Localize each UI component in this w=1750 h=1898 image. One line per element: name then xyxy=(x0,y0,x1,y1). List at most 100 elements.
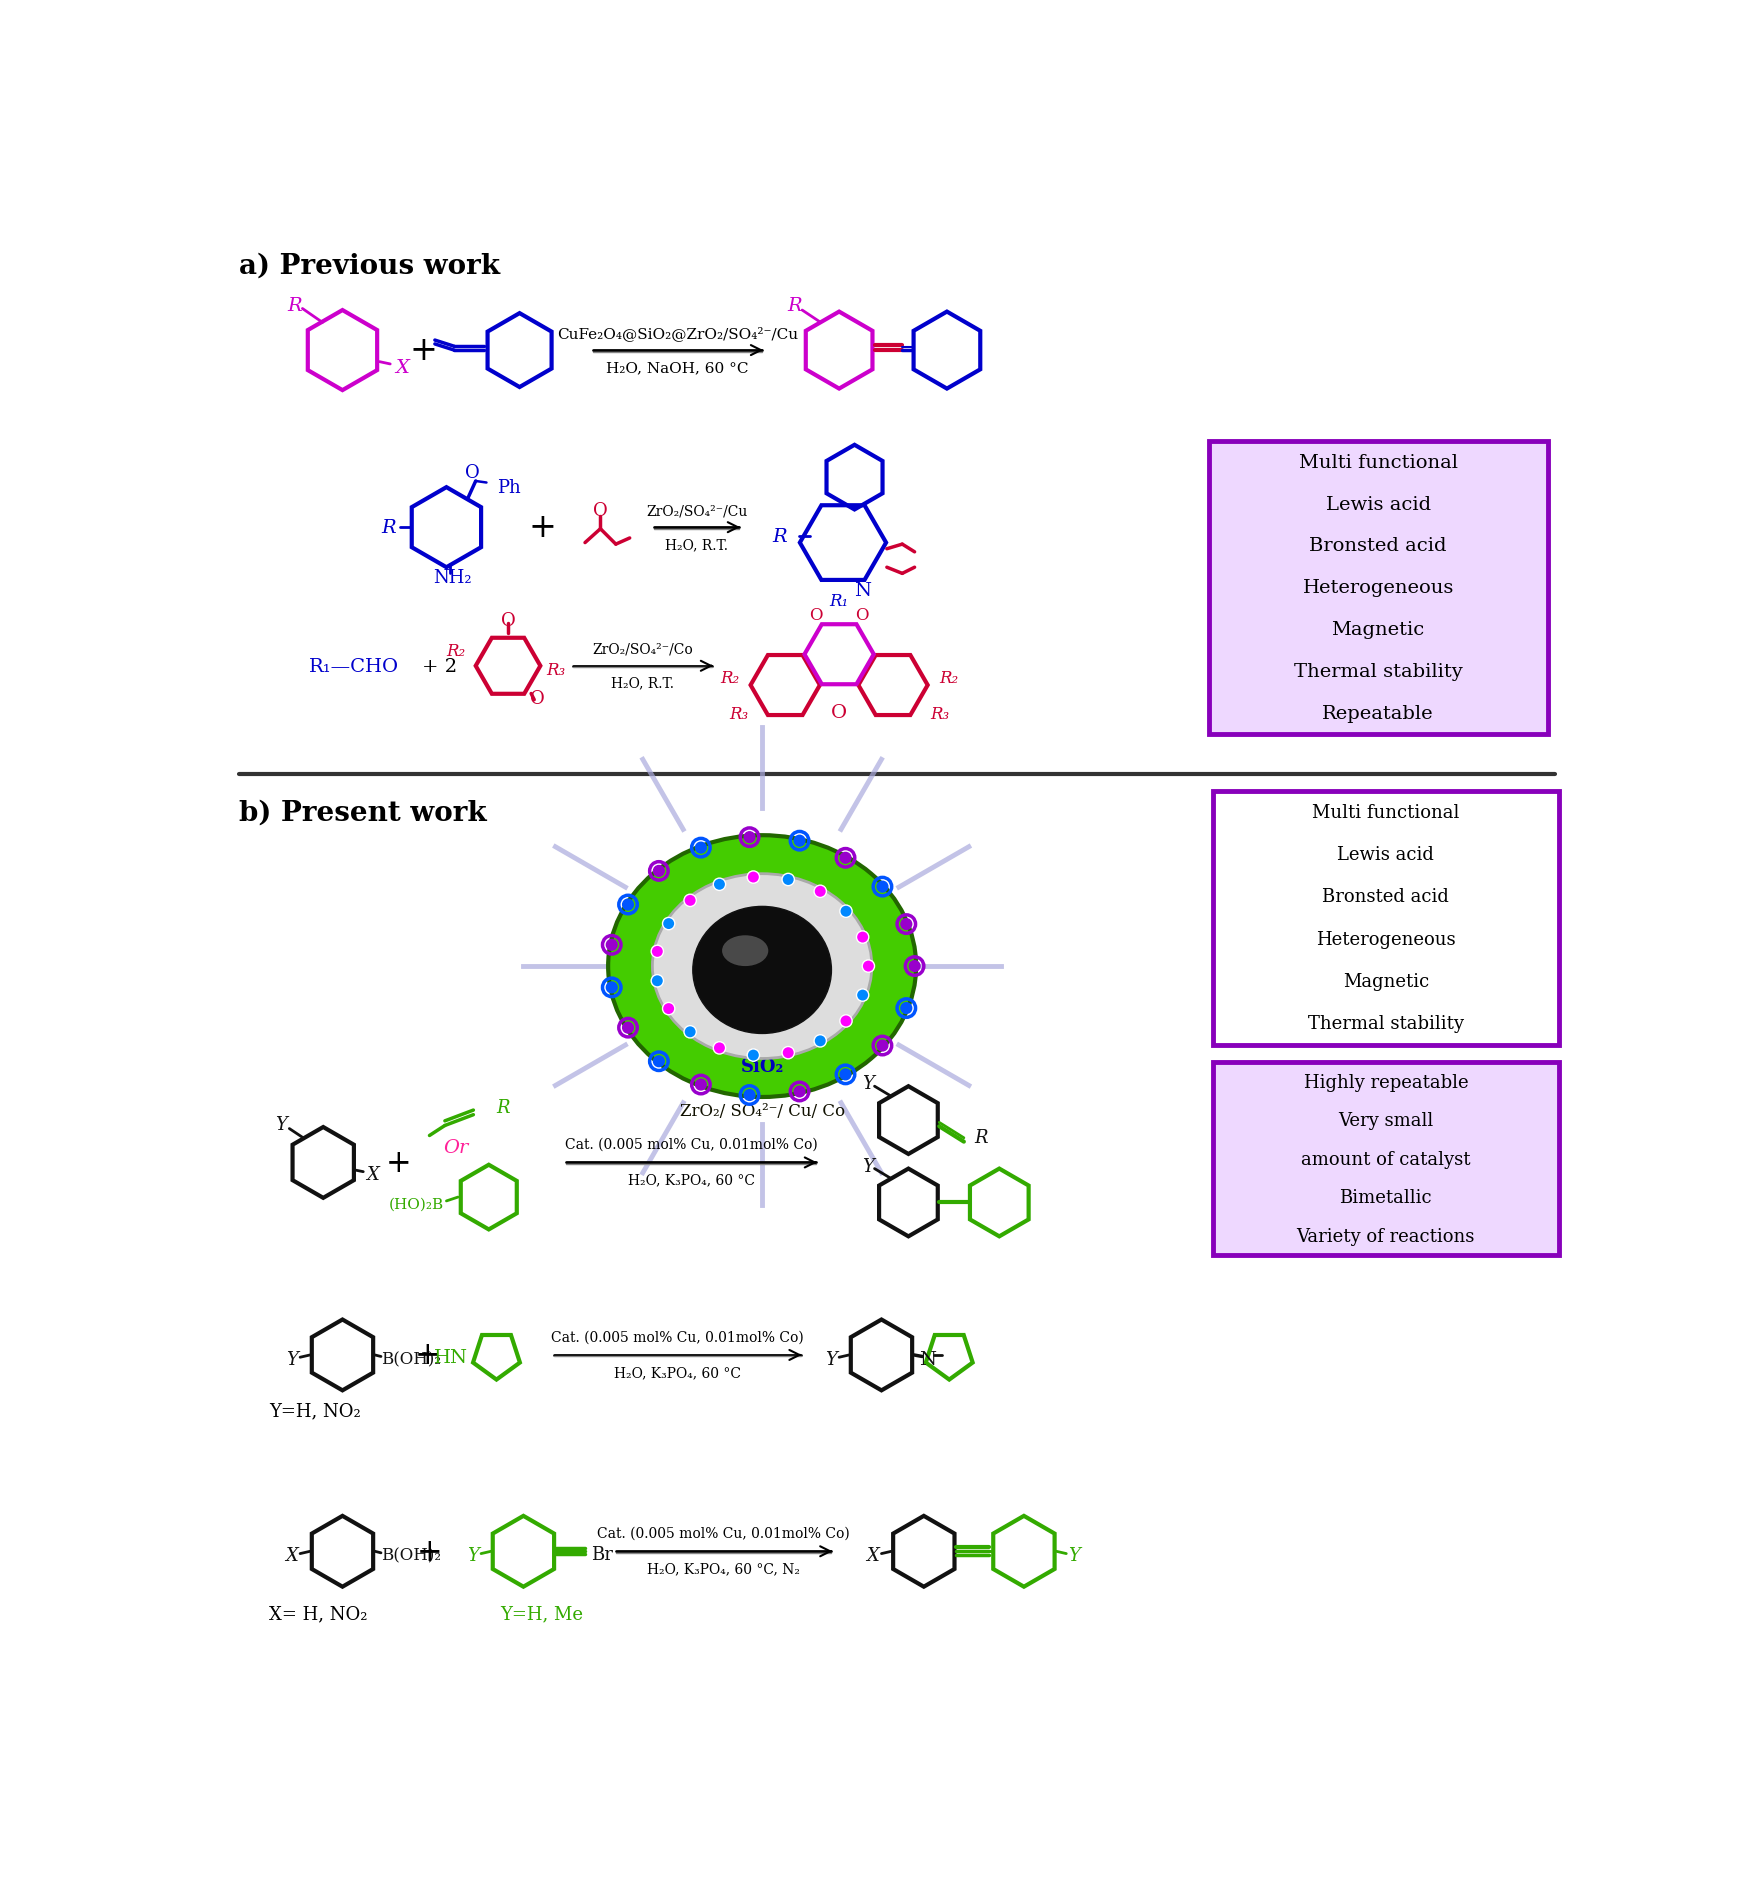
Text: H₂O, K₃PO₄, 60 °C: H₂O, K₃PO₄, 60 °C xyxy=(628,1173,754,1186)
Text: Heterogeneous: Heterogeneous xyxy=(1316,930,1456,949)
Text: Cat. (0.005 mol% Cu, 0.01mol% Co): Cat. (0.005 mol% Cu, 0.01mol% Co) xyxy=(551,1330,803,1344)
Circle shape xyxy=(814,886,826,898)
Circle shape xyxy=(744,1089,754,1101)
FancyBboxPatch shape xyxy=(1213,1063,1559,1255)
Text: SiO₂: SiO₂ xyxy=(740,1057,784,1076)
Text: X: X xyxy=(866,1547,878,1564)
Text: H₂O, NaOH, 60 °C: H₂O, NaOH, 60 °C xyxy=(606,361,749,374)
Circle shape xyxy=(863,960,875,974)
Circle shape xyxy=(714,1042,726,1055)
Circle shape xyxy=(840,1069,850,1080)
Text: H₂O, R.T.: H₂O, R.T. xyxy=(665,537,728,552)
Circle shape xyxy=(910,960,920,972)
Circle shape xyxy=(663,1002,676,1015)
Circle shape xyxy=(856,989,868,1002)
Text: R₁: R₁ xyxy=(830,592,849,609)
Text: B(OH)₂: B(OH)₂ xyxy=(382,1351,441,1368)
Text: Bronsted acid: Bronsted acid xyxy=(1309,537,1447,554)
Circle shape xyxy=(877,883,887,892)
Text: R₂: R₂ xyxy=(940,670,959,687)
Circle shape xyxy=(606,983,618,993)
Text: O: O xyxy=(808,607,822,624)
Text: R₃: R₃ xyxy=(929,706,948,723)
Text: X: X xyxy=(366,1165,380,1182)
Text: +: + xyxy=(528,512,556,545)
Ellipse shape xyxy=(609,835,917,1097)
Text: + 2: + 2 xyxy=(422,657,457,676)
Text: Y: Y xyxy=(1069,1547,1080,1564)
Text: NH₂: NH₂ xyxy=(434,569,473,586)
Text: Magnetic: Magnetic xyxy=(1332,621,1424,640)
Circle shape xyxy=(840,1015,852,1027)
Text: Br: Br xyxy=(592,1545,612,1562)
Text: Y=H, Me: Y=H, Me xyxy=(500,1604,583,1623)
FancyBboxPatch shape xyxy=(1213,791,1559,1046)
Text: ZrO₂/SO₄²⁻/Cu: ZrO₂/SO₄²⁻/Cu xyxy=(646,505,747,518)
Text: Variety of reactions: Variety of reactions xyxy=(1297,1226,1475,1245)
Circle shape xyxy=(714,879,726,890)
Text: HN: HN xyxy=(434,1349,467,1367)
Text: X: X xyxy=(396,359,410,378)
Text: O: O xyxy=(530,689,544,708)
Text: Lewis acid: Lewis acid xyxy=(1337,847,1435,864)
Text: +: + xyxy=(416,1535,443,1568)
Text: ZrO₂/ SO₄²⁻/ Cu/ Co: ZrO₂/ SO₄²⁻/ Cu/ Co xyxy=(679,1103,845,1120)
Text: R: R xyxy=(382,518,397,537)
Circle shape xyxy=(606,940,618,951)
Text: Lewis acid: Lewis acid xyxy=(1325,495,1432,512)
Text: R: R xyxy=(497,1099,509,1116)
Text: O: O xyxy=(466,463,480,482)
Text: R₃: R₃ xyxy=(546,662,565,679)
Text: +: + xyxy=(410,334,438,366)
Text: Multi functional: Multi functional xyxy=(1298,454,1458,471)
Text: Y=H, NO₂: Y=H, NO₂ xyxy=(270,1401,360,1420)
Text: H₂O, K₃PO₄, 60 °C: H₂O, K₃PO₄, 60 °C xyxy=(614,1365,740,1380)
Text: R₂: R₂ xyxy=(719,670,738,687)
Text: amount of catalyst: amount of catalyst xyxy=(1300,1150,1470,1167)
Circle shape xyxy=(744,833,754,843)
Text: Heterogeneous: Heterogeneous xyxy=(1302,579,1454,598)
Text: CuFe₂O₄@SiO₂@ZrO₂/SO₄²⁻/Cu: CuFe₂O₄@SiO₂@ZrO₂/SO₄²⁻/Cu xyxy=(556,326,798,342)
Text: O: O xyxy=(500,611,516,630)
Circle shape xyxy=(794,835,805,847)
Text: X= H, NO₂: X= H, NO₂ xyxy=(270,1604,368,1623)
Circle shape xyxy=(663,919,676,930)
Text: Very small: Very small xyxy=(1339,1112,1433,1129)
Text: R₂: R₂ xyxy=(446,643,466,659)
Circle shape xyxy=(747,871,760,884)
Text: Repeatable: Repeatable xyxy=(1323,704,1433,723)
Text: NiFe₂O₄: NiFe₂O₄ xyxy=(723,964,802,981)
Text: R: R xyxy=(772,528,788,547)
Circle shape xyxy=(856,932,868,943)
Text: R₁—CHO: R₁—CHO xyxy=(310,657,399,676)
Text: R: R xyxy=(975,1129,987,1146)
Circle shape xyxy=(651,945,663,958)
Circle shape xyxy=(901,1004,912,1014)
Circle shape xyxy=(782,873,794,886)
Text: H₂O, K₃PO₄, 60 °C, N₂: H₂O, K₃PO₄, 60 °C, N₂ xyxy=(648,1562,800,1575)
Text: +: + xyxy=(385,1146,411,1179)
Ellipse shape xyxy=(653,875,872,1059)
Text: Bronsted acid: Bronsted acid xyxy=(1323,888,1449,905)
Circle shape xyxy=(623,1023,634,1034)
Text: N: N xyxy=(919,1349,936,1368)
Text: R: R xyxy=(287,298,303,315)
Text: Y: Y xyxy=(863,1158,875,1175)
Text: Bimetallic: Bimetallic xyxy=(1339,1188,1432,1207)
Circle shape xyxy=(840,905,852,919)
Circle shape xyxy=(653,865,665,877)
Text: Ph: Ph xyxy=(497,478,522,497)
Circle shape xyxy=(623,900,634,911)
Text: Y: Y xyxy=(863,1074,875,1093)
Circle shape xyxy=(877,1040,887,1051)
Circle shape xyxy=(782,1048,794,1059)
Text: N: N xyxy=(854,583,872,600)
Text: +: + xyxy=(415,1340,439,1370)
Text: Y: Y xyxy=(275,1116,287,1133)
Text: X: X xyxy=(285,1547,298,1564)
Circle shape xyxy=(684,894,696,907)
Text: Or: Or xyxy=(443,1139,469,1156)
Text: Multi functional: Multi functional xyxy=(1312,803,1460,822)
Text: Highly repeatable: Highly repeatable xyxy=(1304,1072,1468,1091)
Circle shape xyxy=(695,843,707,854)
